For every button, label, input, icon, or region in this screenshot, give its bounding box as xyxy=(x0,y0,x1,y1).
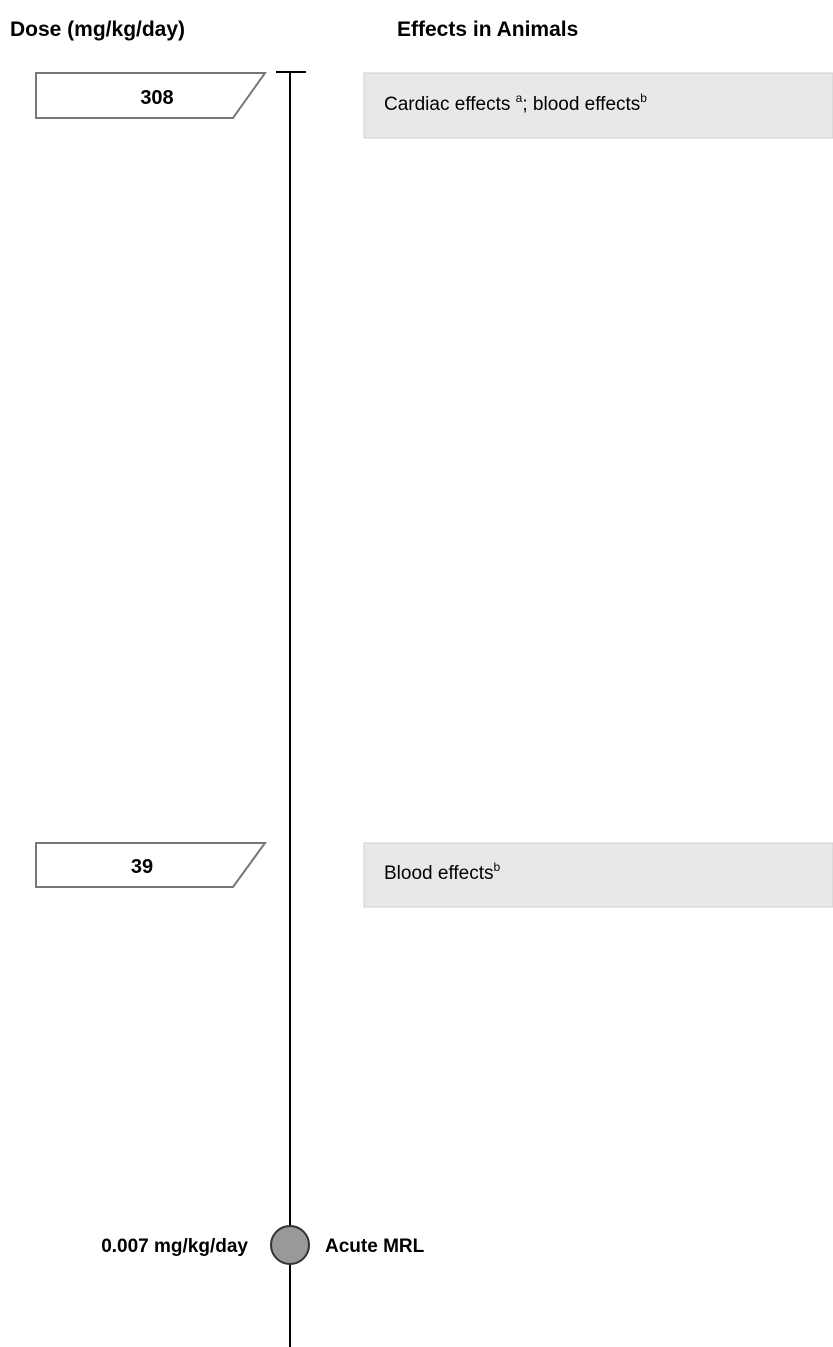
effect-part: ; blood effects xyxy=(522,94,640,115)
effect-text: Cardiac effects a; blood effectsb xyxy=(384,91,647,115)
dose-header: Dose (mg/kg/day) xyxy=(10,18,185,41)
dose-label: 39 xyxy=(131,856,153,878)
effect-box xyxy=(363,72,833,139)
mrl-dose: 0.007 mg/kg/day xyxy=(101,1236,248,1257)
effect-part: Blood effects xyxy=(384,863,494,884)
mrl-marker xyxy=(270,1225,310,1265)
mrl-label: Acute MRL xyxy=(325,1236,425,1257)
dose-label: 308 xyxy=(140,87,173,109)
footnote-mark: b xyxy=(640,91,647,105)
effects-header: Effects in Animals xyxy=(397,18,578,41)
effect-part: Cardiac effects xyxy=(384,94,516,115)
effect-box xyxy=(363,842,833,908)
footnote-mark: a xyxy=(516,91,523,105)
dose-box xyxy=(35,842,267,888)
dose-box xyxy=(35,72,267,119)
footnote-mark: b xyxy=(494,860,501,874)
effect-text: Blood effectsb xyxy=(384,860,501,884)
